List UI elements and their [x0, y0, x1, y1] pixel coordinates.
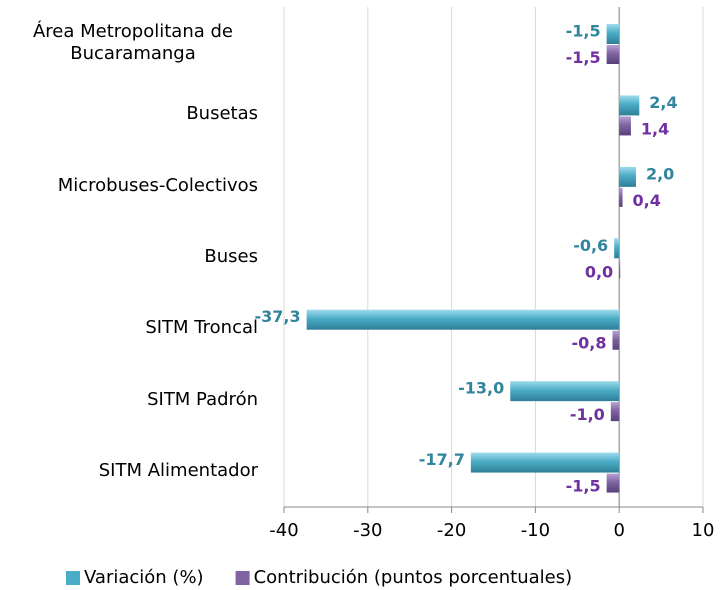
data-label: -1,0 [570, 405, 605, 424]
data-label: -1,5 [566, 22, 601, 41]
bar [619, 259, 621, 279]
bar [606, 473, 620, 493]
data-label: 1,4 [641, 119, 669, 138]
category-label: Área Metropolitana de Bucaramanga [32, 20, 233, 64]
data-label: 0,0 [585, 262, 613, 281]
data-label: 2,4 [649, 93, 677, 112]
legend-swatch [66, 571, 80, 585]
data-label: -1,5 [566, 477, 601, 496]
legend-swatch [235, 571, 250, 585]
bar [612, 330, 620, 350]
category-label: Buses [204, 246, 258, 267]
bar [619, 166, 636, 187]
data-label: 2,0 [646, 164, 674, 183]
data-label: -0,6 [573, 236, 608, 255]
data-label: 0,4 [633, 191, 661, 210]
legend-label: Contribución (puntos porcentuales) [254, 567, 573, 588]
bar [619, 187, 623, 207]
category-label: Microbuses-Colectivos [57, 174, 258, 196]
x-tick-label: -10 [521, 520, 550, 541]
data-label: -0,8 [572, 334, 607, 353]
data-label: -13,0 [458, 379, 504, 398]
category-label: SITM Troncal [145, 317, 258, 339]
bar [470, 452, 620, 473]
category-label: Busetas [186, 103, 258, 125]
bar [510, 381, 620, 402]
bar [614, 238, 620, 259]
x-tick-label: -30 [353, 520, 382, 541]
data-label: -37,3 [255, 307, 301, 326]
x-tick-label: -20 [437, 520, 466, 541]
bar [606, 24, 620, 44]
data-label: -1,5 [566, 48, 601, 67]
x-tick-label: 10 [692, 520, 715, 541]
x-tick-label: -40 [269, 520, 298, 541]
bar [306, 309, 620, 330]
legend-label: Variación (%) [84, 567, 204, 588]
category-label: SITM Alimentador [98, 460, 258, 482]
bar [606, 45, 620, 64]
bar [619, 95, 640, 116]
bar [619, 116, 631, 136]
bar [610, 402, 620, 422]
x-tick-label: 0 [613, 520, 624, 541]
category-label: SITM Padrón [147, 388, 258, 410]
data-label: -17,7 [419, 450, 465, 469]
